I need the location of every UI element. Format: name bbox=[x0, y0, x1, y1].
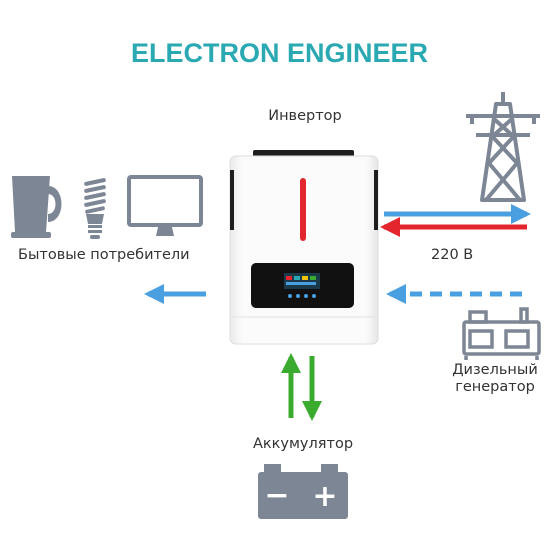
generator-icon bbox=[462, 307, 541, 360]
page-title: ELECTRON ENGINEER bbox=[130, 38, 429, 68]
generator-label-line2: генератор bbox=[455, 379, 535, 395]
consumers-label: Бытовые потребители bbox=[18, 247, 190, 263]
light-bulb-icon bbox=[84, 178, 106, 239]
battery-minus-sign: − bbox=[264, 478, 289, 513]
power-tower-icon bbox=[466, 92, 540, 202]
battery-plus-sign: + bbox=[312, 479, 337, 514]
monitor-icon bbox=[127, 175, 203, 236]
kettle-icon bbox=[11, 176, 62, 238]
generator-label-line1: Дизельный bbox=[452, 362, 538, 378]
battery-icon: − + bbox=[258, 464, 348, 519]
inverter-device bbox=[229, 150, 379, 345]
grid-voltage-label: 220 В bbox=[431, 247, 474, 263]
battery-label: Аккумулятор bbox=[252, 436, 354, 452]
red-accent-strip bbox=[300, 178, 306, 241]
inverter-label: Инвертор bbox=[268, 108, 342, 124]
generator-label: Дизельный генератор bbox=[440, 362, 550, 396]
